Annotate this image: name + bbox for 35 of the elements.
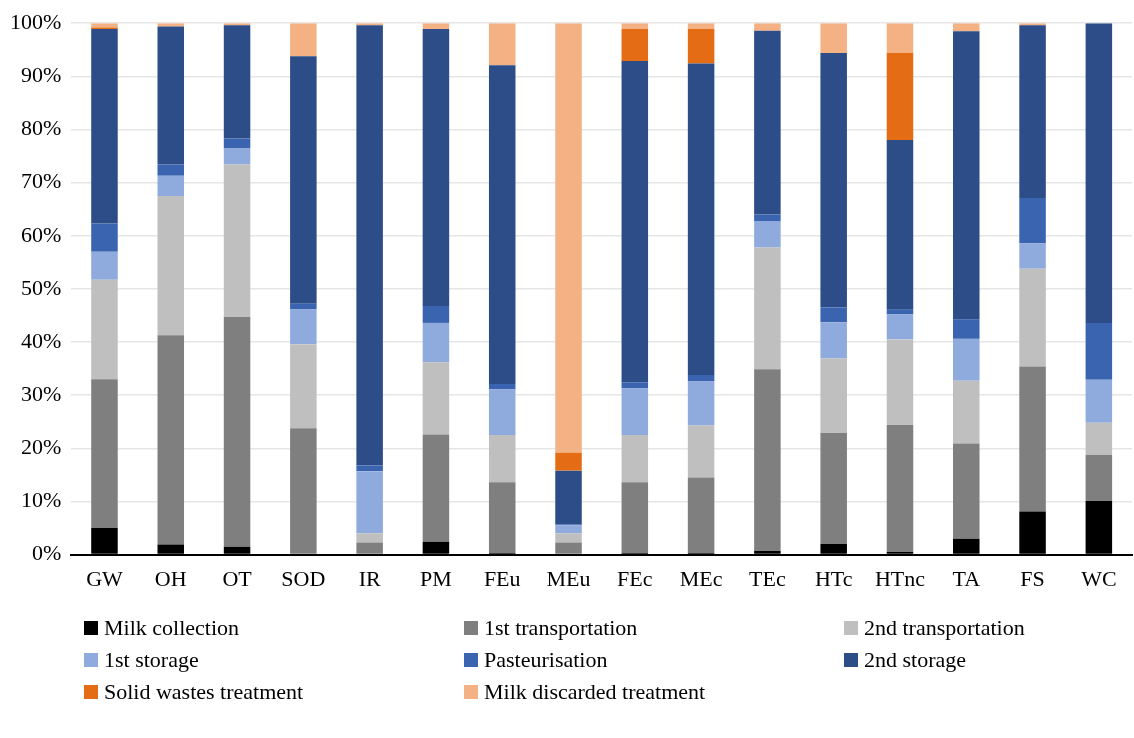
y-tick-label: 60% [21, 221, 62, 247]
legend-label: Pasteurisation [484, 647, 608, 673]
x-tick-label: OT [222, 565, 253, 591]
x-tick-label: GW [86, 565, 124, 591]
x-tick-label: WC [1081, 565, 1117, 591]
y-tick-label: 10% [21, 487, 62, 513]
x-tick-label: TEc [749, 565, 786, 591]
x-tick-label: MEc [679, 565, 723, 591]
legend-label: Solid wastes treatment [104, 679, 304, 705]
x-tick-label: HTc [814, 565, 853, 591]
legend-label: Milk discarded treatment [484, 679, 706, 705]
x-tick-label: FEu [483, 565, 521, 591]
y-tick-label: 70% [21, 168, 62, 194]
legend-label: 2nd storage [864, 647, 967, 673]
y-tick-label: 0% [32, 540, 62, 566]
x-tick-label: PM [420, 565, 452, 591]
legend-label: 1st storage [104, 647, 199, 673]
x-tick-label: OH [154, 565, 187, 591]
y-tick-label: 100% [10, 8, 62, 34]
y-tick-label: 80% [21, 115, 62, 141]
y-tick-label: 30% [21, 380, 62, 406]
y-tick-label: 90% [21, 62, 62, 88]
x-tick-label: SOD [281, 565, 326, 591]
y-tick-label: 40% [21, 327, 62, 353]
x-tick-label: MEu [546, 565, 591, 591]
legend-label: 1st transportation [484, 615, 638, 641]
x-tick-label: IR [358, 565, 381, 591]
legend-label: Milk collection [104, 615, 240, 641]
y-tick-label: 50% [21, 274, 62, 300]
y-tick-label: 20% [21, 434, 62, 460]
x-tick-label: FS [1020, 565, 1045, 591]
x-tick-label: TA [952, 565, 981, 591]
x-tick-label: HTnc [874, 565, 926, 591]
legend-label: 2nd transportation [864, 615, 1025, 641]
x-tick-label: FEc [617, 565, 653, 591]
